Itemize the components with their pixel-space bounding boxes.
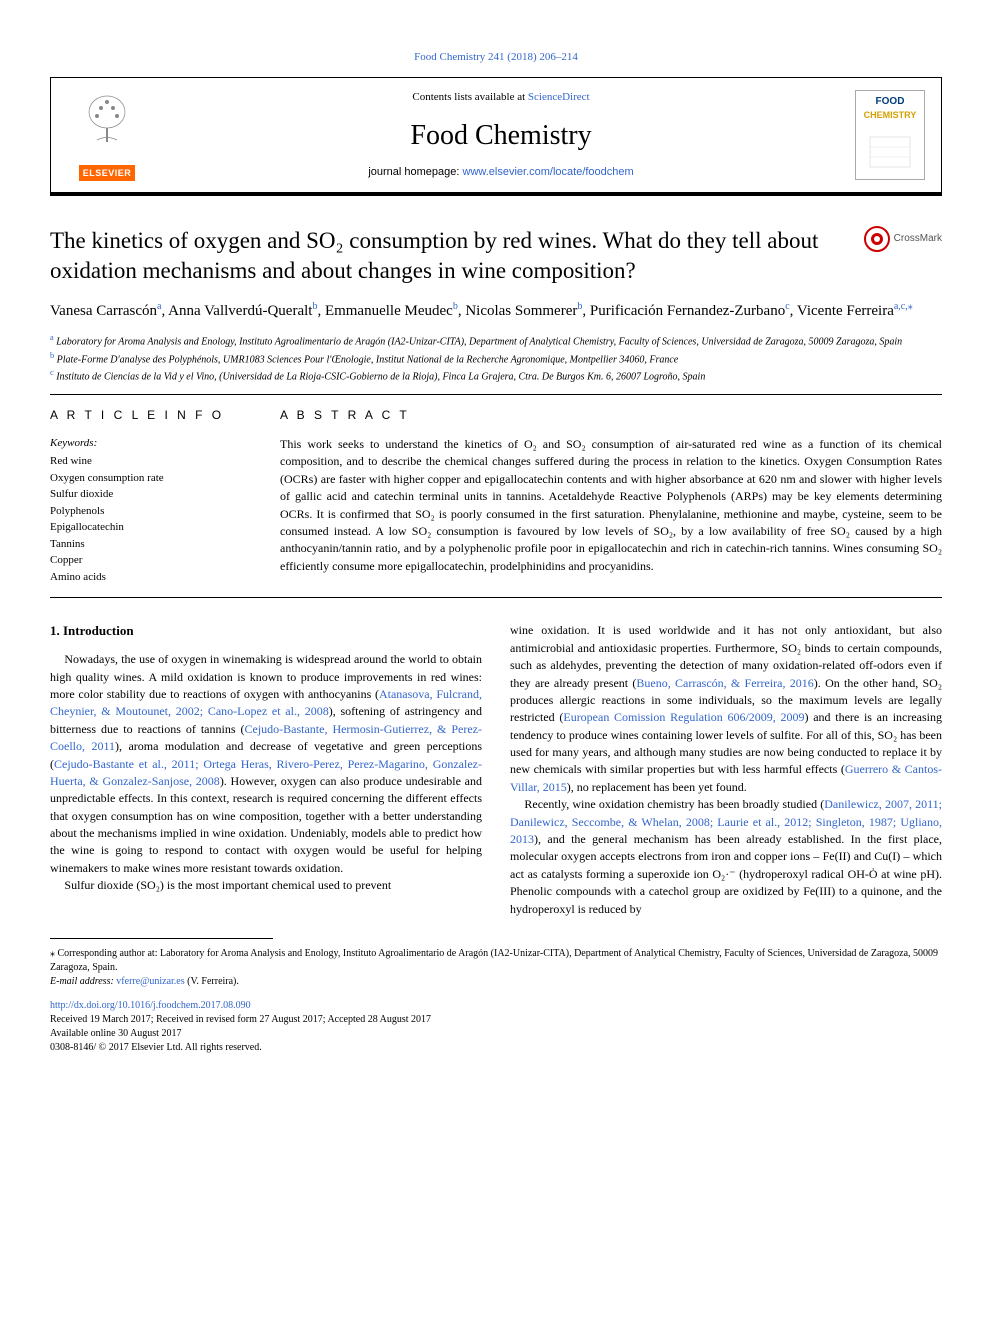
abstract-heading: A B S T R A C T — [280, 407, 942, 424]
contents-line: Contents lists available at ScienceDirec… — [163, 90, 839, 105]
cover-art-icon — [865, 122, 915, 172]
citation-link[interactable]: European Comission Regulation 606/2009, … — [563, 710, 804, 724]
citation-link[interactable]: Bueno, Carrascón, & Ferreira, 2016 — [636, 676, 813, 690]
intro-para-2: Sulfur dioxide (SO₂) is the most importa… — [50, 877, 482, 894]
keywords-label: Keywords: — [50, 436, 250, 451]
copyright-line: 0308-8146/ © 2017 Elsevier Ltd. All righ… — [50, 1042, 262, 1053]
email-link[interactable]: vferre@unizar.es — [116, 976, 184, 987]
abstract: A B S T R A C T This work seeks to under… — [280, 407, 942, 585]
authors-list: Vanesa Carrascóna, Anna Vallverdú-Queral… — [50, 300, 942, 322]
journal-homepage-link[interactable]: www.elsevier.com/locate/foodchem — [463, 166, 634, 178]
intro-para-1-cont: wine oxidation. It is used worldwide and… — [510, 622, 942, 796]
homepage-line: journal homepage: www.elsevier.com/locat… — [163, 165, 839, 180]
divider — [50, 597, 942, 598]
keywords-list: Red wineOxygen consumption rateSulfur di… — [50, 453, 250, 585]
section-heading: 1. Introduction — [50, 622, 482, 641]
column-left: 1. Introduction Nowadays, the use of oxy… — [50, 622, 482, 918]
column-right: wine oxidation. It is used worldwide and… — [510, 622, 942, 918]
received-dates: Received 19 March 2017; Received in revi… — [50, 1014, 431, 1025]
affiliations: a Laboratory for Aroma Analysis and Enol… — [50, 332, 942, 384]
corresponding-author-note: ⁎ Corresponding author at: Laboratory fo… — [50, 947, 942, 989]
journal-cover-thumb: FOOD CHEMISTRY — [855, 90, 925, 180]
available-online: Available online 30 August 2017 — [50, 1028, 181, 1039]
divider — [50, 394, 942, 395]
doi-block: http://dx.doi.org/10.1016/j.foodchem.201… — [50, 999, 942, 1055]
abstract-text: This work seeks to understand the kineti… — [280, 436, 942, 575]
footnote-divider — [50, 938, 273, 939]
intro-para-1: Nowadays, the use of oxygen in winemakin… — [50, 651, 482, 877]
journal-name: Food Chemistry — [163, 116, 839, 155]
crossmark-icon — [864, 226, 890, 252]
doi-link[interactable]: http://dx.doi.org/10.1016/j.foodchem.201… — [50, 1000, 251, 1011]
crossmark-badge[interactable]: CrossMark — [864, 226, 942, 252]
article-info-heading: A R T I C L E I N F O — [50, 407, 250, 424]
elsevier-wordmark: ELSEVIER — [79, 165, 136, 182]
journal-header: ELSEVIER Contents lists available at Sci… — [50, 77, 942, 196]
elsevier-logo: ELSEVIER — [67, 90, 147, 180]
page-citation: Food Chemistry 241 (2018) 206–214 — [50, 50, 942, 65]
elsevier-tree-icon — [77, 90, 137, 165]
article-info-sidebar: A R T I C L E I N F O Keywords: Red wine… — [50, 407, 250, 585]
sciencedirect-link[interactable]: ScienceDirect — [528, 91, 590, 103]
intro-para-3: Recently, wine oxidation chemistry has b… — [510, 796, 942, 918]
article-title: The kinetics of oxygen and SO₂ consumpti… — [50, 226, 844, 286]
